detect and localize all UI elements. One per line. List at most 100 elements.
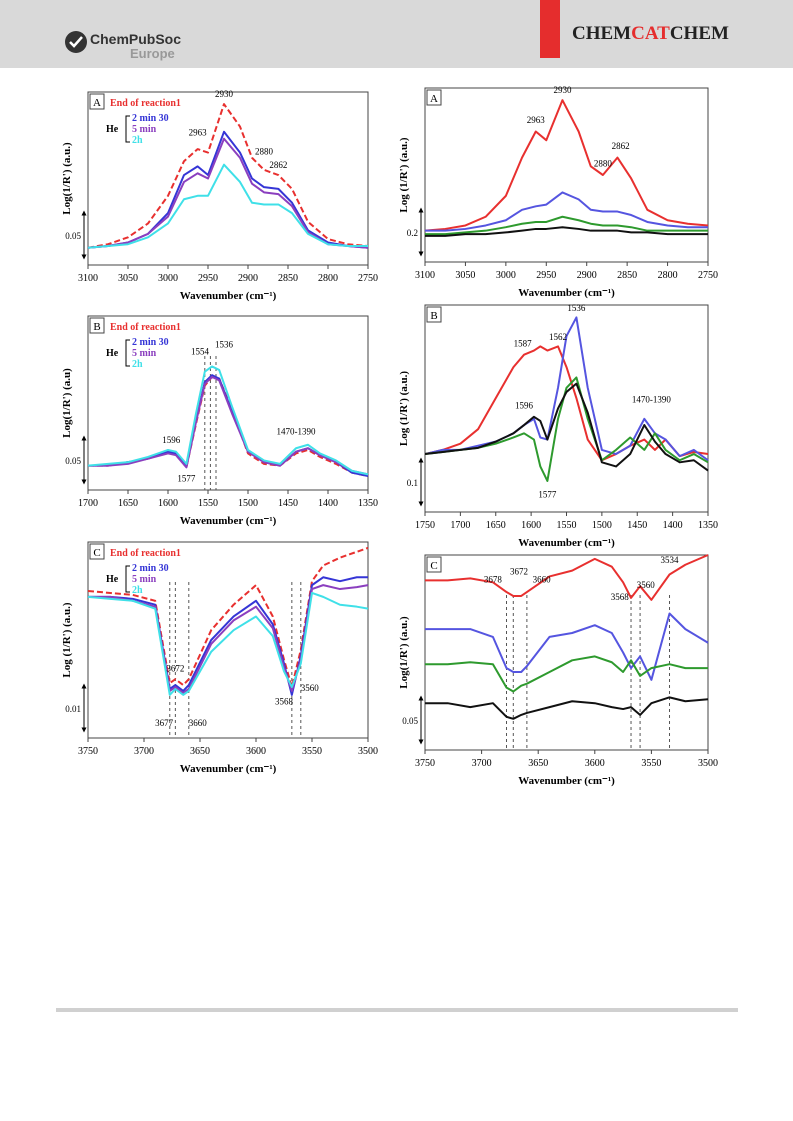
x-tick-label: 1400 (318, 498, 338, 509)
peak-label: 1577 (538, 490, 557, 500)
scale-label: 0.2 (407, 228, 418, 238)
x-tick-label: 2900 (577, 270, 597, 281)
peak-label: 2862 (612, 141, 630, 151)
x-tick-label: 2850 (617, 270, 637, 281)
spectrum-line (425, 655, 708, 693)
journal-part: CHEM (572, 23, 631, 44)
peak-label: 3568 (611, 592, 630, 602)
plot-frame (424, 87, 709, 263)
peak-label: 3568 (275, 697, 294, 707)
panel-label-box (426, 556, 442, 573)
panel-label-box (89, 543, 105, 560)
panel-label-box (426, 89, 442, 106)
scale-label: 0.1 (407, 478, 418, 488)
peak-label: 3560 (301, 683, 320, 693)
journal-bar (540, 0, 560, 58)
peak-label: 1596 (162, 435, 181, 445)
x-tick-label: 1600 (521, 520, 541, 531)
x-tick-label: 2900 (238, 273, 258, 284)
x-axis-label: Wavenumber (cm⁻¹) (518, 537, 615, 549)
x-tick-label: 1650 (118, 498, 138, 509)
peak-label: 2963 (189, 127, 208, 137)
x-axis-label: Wavenumber (cm⁻¹) (180, 290, 277, 302)
x-tick-label: 2850 (278, 273, 298, 284)
legend-entry: 2h (132, 585, 143, 596)
x-tick-label: 1700 (78, 498, 98, 509)
x-tick-label: 2950 (536, 270, 556, 281)
x-tick-label: 3100 (415, 270, 435, 281)
peak-label: 2880 (255, 146, 274, 156)
peak-label: 1470-1390 (632, 394, 671, 404)
peak-label: 3660 (533, 574, 552, 584)
legend-group-label: He (106, 348, 119, 359)
scale-label: 0.01 (65, 704, 81, 714)
x-tick-label: 2750 (698, 270, 718, 281)
x-tick-label: 3050 (118, 273, 138, 284)
x-tick-label: 3000 (496, 270, 516, 281)
x-tick-label: 3750 (415, 758, 435, 769)
x-axis-label: Wavenumber (cm⁻¹) (518, 775, 615, 787)
peak-label: 3660 (189, 718, 208, 728)
x-tick-label: 3700 (134, 746, 154, 757)
x-tick-label: 1400 (663, 520, 683, 531)
panel-label: A (93, 97, 101, 109)
peak-label: 2930 (553, 85, 572, 95)
x-tick-label: 1500 (238, 498, 258, 509)
spectrum-line (424, 382, 709, 472)
spectrum-line (425, 191, 708, 232)
legend-entry: 5 min (132, 124, 157, 135)
x-tick-label: 1550 (557, 520, 577, 531)
x-tick-label: 3100 (78, 273, 98, 284)
x-tick-label: 3600 (585, 758, 605, 769)
x-tick-label: 3500 (698, 758, 718, 769)
x-tick-label: 3700 (472, 758, 492, 769)
x-tick-label: 1450 (278, 498, 298, 509)
x-tick-label: 1350 (698, 520, 718, 531)
peak-label: 2880 (594, 158, 613, 168)
spectrum-line (425, 554, 709, 601)
x-tick-label: 2750 (358, 273, 378, 284)
x-tick-label: 2950 (198, 273, 218, 284)
x-tick-label: 3650 (190, 746, 210, 757)
panel-label: B (93, 321, 100, 333)
peak-label: 2862 (269, 160, 287, 170)
legend-entry: 2 min 30 (132, 563, 169, 574)
journal-part: CAT (631, 23, 670, 44)
legend-title: End of reaction1 (110, 98, 181, 109)
society-name: ChemPubSoc (90, 31, 181, 47)
legend-bracket (125, 565, 130, 593)
spectrum-line (425, 226, 708, 237)
logo-check (69, 36, 83, 48)
spectrum-line (87, 591, 369, 696)
y-axis-label: Log(1/R') (a.u.) (61, 142, 73, 215)
x-tick-label: 2800 (318, 273, 338, 284)
y-axis-label: Log (1/R') (a.u.) (61, 602, 73, 678)
peak-label: 3672 (166, 663, 184, 673)
peak-label: 1536 (567, 303, 586, 313)
legend-entry: 5 min (132, 348, 157, 359)
legend-entry: 2 min 30 (132, 337, 169, 348)
x-tick-label: 1450 (627, 520, 647, 531)
legend-title: End of reaction1 (110, 548, 181, 559)
peak-label: 3677 (155, 718, 174, 728)
peak-label: 2963 (527, 115, 546, 125)
spectrum-line (87, 365, 369, 476)
header-band (0, 0, 793, 68)
x-axis-label: Wavenumber (cm⁻¹) (180, 763, 277, 775)
x-tick-label: 1500 (592, 520, 612, 531)
peak-label: 3672 (510, 567, 528, 577)
x-tick-label: 3550 (641, 758, 661, 769)
spectrum-line (88, 375, 369, 476)
spectrum-line (87, 103, 369, 249)
society-region: Europe (130, 46, 175, 61)
panel-label-box (89, 317, 105, 334)
spectrum-line (87, 546, 369, 689)
panel-label-box (426, 306, 442, 323)
x-tick-label: 3050 (455, 270, 475, 281)
y-axis-label: Log(1/R') (a.u.) (398, 616, 410, 689)
x-tick-label: 2800 (658, 270, 678, 281)
peak-label: 3534 (661, 555, 680, 565)
spectrum-line (425, 696, 709, 720)
